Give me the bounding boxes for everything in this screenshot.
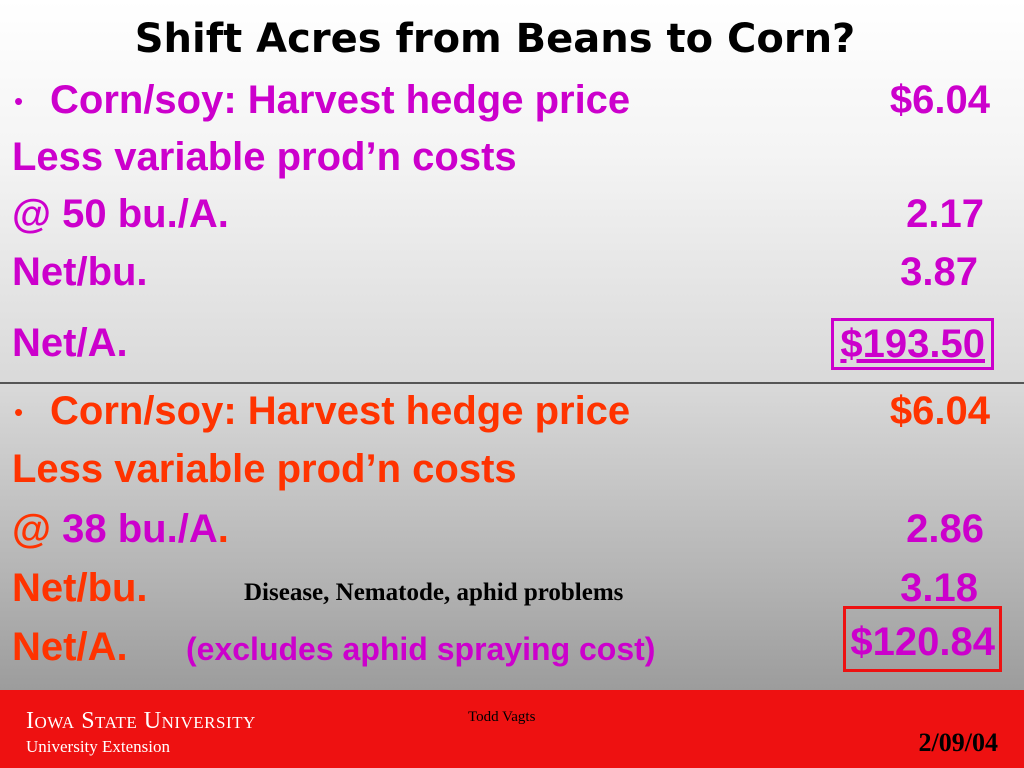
slide-title: Shift Acres from Beans to Corn? (134, 16, 856, 62)
s1-costs-label: Less variable prod’n costs (12, 135, 517, 179)
s1-netbu-value: 3.87 (900, 250, 978, 294)
s2-costs-value: 2.86 (906, 507, 984, 551)
bullet-1: • (14, 86, 24, 116)
bullet-2: • (14, 397, 24, 427)
s2-yield-suffix: . (217, 507, 229, 551)
s2-yield-prefix: @ (12, 507, 63, 551)
s2-costs-label: Less variable prod’n costs (12, 447, 517, 491)
s2-neta-label: Net/A. (12, 625, 128, 669)
s1-costs-value: 2.17 (906, 192, 984, 236)
s1-hedge-value: $6.04 (889, 78, 990, 122)
s2-hedge-label: Corn/soy: Harvest hedge price (50, 389, 631, 433)
s2-hedge-value: $6.04 (889, 389, 990, 433)
s1-yield-label: @ 50 bu./A. (12, 192, 229, 236)
s1-netbu-label: Net/bu. (12, 250, 148, 294)
s2-neta-value: $120.84 (843, 606, 1002, 672)
university-extension: University Extension (26, 737, 171, 756)
s1-neta-label: Net/A. (12, 321, 128, 365)
section-divider (0, 382, 1024, 384)
s2-netbu-label: Net/bu. (12, 566, 148, 610)
footer-bar (0, 690, 1024, 768)
s2-yield-highlight: 38 bu./A (62, 507, 218, 551)
author-name: Todd Vagts (468, 709, 536, 725)
slide-date: 2/09/04 (918, 728, 998, 757)
disease-note: Disease, Nematode, aphid problems (244, 579, 624, 606)
s1-neta-value: $193.50 (831, 318, 994, 370)
s1-hedge-label: Corn/soy: Harvest hedge price (50, 78, 631, 122)
aphid-note: (excludes aphid spraying cost) (186, 631, 656, 667)
university-name: Iowa State University (26, 708, 256, 734)
s2-yield-label: @ 38 bu./A. (12, 506, 229, 552)
s2-netbu-value: 3.18 (900, 566, 978, 610)
